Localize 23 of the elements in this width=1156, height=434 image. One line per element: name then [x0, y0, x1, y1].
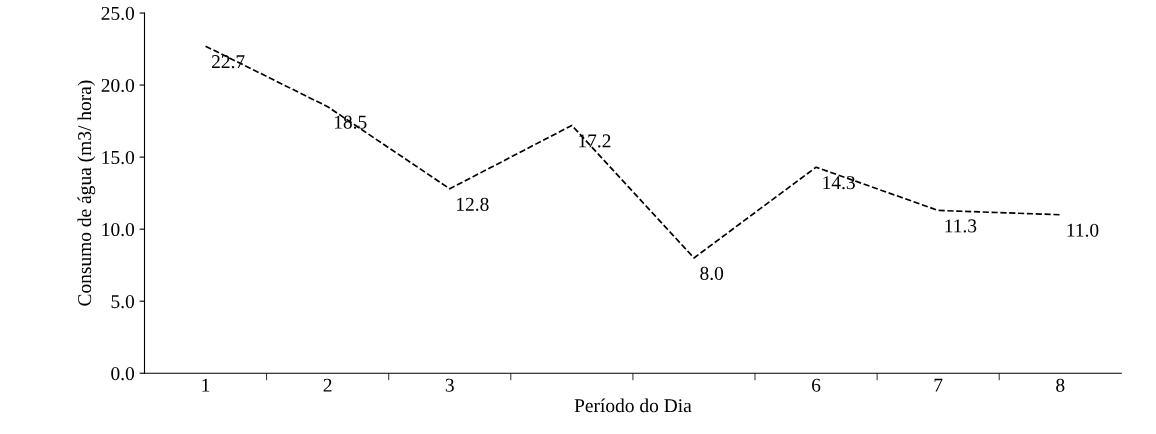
x-tick-label: 2 — [323, 378, 332, 392]
data-label: 12.8 — [457, 197, 489, 211]
y-axis-title: Consumo de água (m3/ hora) — [77, 80, 96, 306]
y-tick-label: 0.0 — [111, 367, 135, 381]
line-series — [204, 45, 1062, 259]
x-tick-label: 1 — [202, 378, 210, 392]
y-tick-label: 20.0 — [101, 78, 135, 93]
x-axis-title: Período do Dia — [574, 398, 692, 413]
y-tick-label: 5.0 — [111, 295, 135, 309]
data-label: 8.0 — [700, 266, 724, 281]
x-tick-label: 7 — [934, 378, 943, 392]
x-tick-label: 8 — [1056, 378, 1065, 392]
y-tick-label: 15.0 — [102, 150, 135, 165]
data-label: 14.3 — [823, 176, 855, 190]
x-tick-label: 6 — [812, 378, 821, 392]
data-label: 18.5 — [334, 115, 367, 129]
y-tick-label: 10.0 — [102, 222, 135, 237]
data-label: 11.3 — [945, 219, 977, 233]
x-tick-label: 3 — [445, 378, 454, 392]
y-tick-label: 25.0 — [101, 6, 135, 21]
data-label: 17.2 — [579, 134, 611, 148]
data-label: 11.0 — [1067, 223, 1099, 237]
data-label: 22.7 — [211, 55, 245, 69]
